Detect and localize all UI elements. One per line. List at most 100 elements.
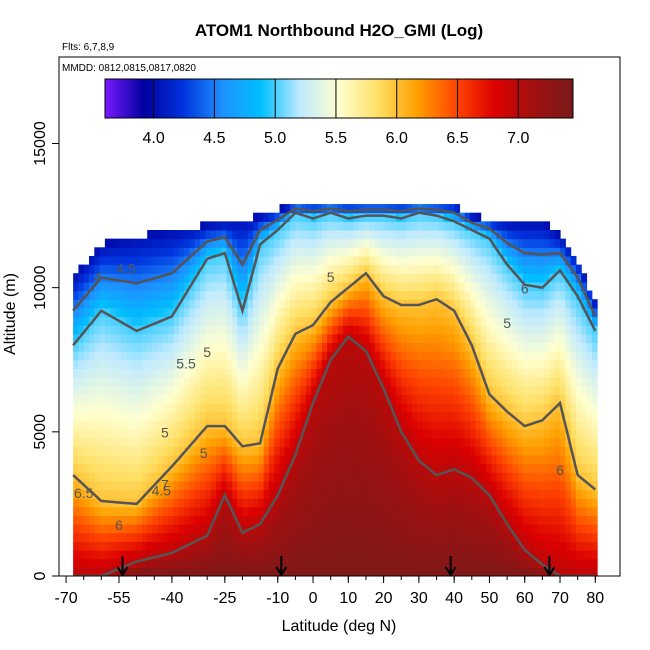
heatmap-cell	[157, 428, 164, 439]
heatmap-cell	[253, 446, 259, 456]
heatmap-cell	[110, 403, 117, 413]
heatmap-cell	[464, 394, 471, 404]
heatmap-cell	[517, 524, 524, 534]
heatmap-cell	[237, 333, 244, 344]
heatmap-cell	[522, 454, 529, 465]
heatmap-cell	[374, 247, 381, 257]
heatmap-cell	[253, 411, 259, 421]
heatmap-cell	[533, 489, 540, 499]
heatmap-cell	[343, 411, 349, 421]
heatmap-cell	[231, 368, 238, 378]
heatmap-cell	[189, 377, 196, 387]
heatmap-cell	[533, 342, 540, 352]
heatmap-cell	[88, 446, 95, 456]
heatmap-cell	[110, 506, 117, 517]
heatmap-cell	[194, 351, 201, 361]
heatmap-cell	[300, 498, 307, 508]
heatmap-cell	[210, 567, 217, 576]
heatmap-cell	[433, 394, 439, 404]
flight-marker-head	[543, 566, 556, 577]
heatmap-cell	[470, 307, 476, 318]
heatmap-cell	[141, 480, 148, 491]
heatmap-cell	[242, 558, 249, 568]
heatmap-cell	[73, 290, 80, 300]
heatmap-cell	[427, 290, 434, 300]
heatmap-cell	[184, 273, 191, 283]
heatmap-cell	[459, 385, 466, 395]
heatmap-cell	[194, 333, 201, 344]
heatmap-cell	[544, 368, 551, 378]
heatmap-cell	[290, 428, 296, 439]
heatmap-cell	[549, 515, 556, 525]
contour-line-5	[72, 211, 597, 347]
heatmap-cell	[78, 558, 85, 568]
heatmap-cell	[274, 472, 281, 482]
heatmap-cell	[147, 273, 154, 283]
heatmap-cell	[94, 385, 101, 395]
heatmap-cell	[507, 411, 513, 421]
heatmap-cell	[348, 273, 355, 283]
heatmap-cell	[475, 428, 482, 439]
heatmap-cell	[173, 333, 180, 344]
heatmap-cell	[290, 541, 296, 551]
heatmap-cell	[485, 394, 492, 404]
heatmap-cell	[115, 524, 122, 534]
heatmap-cell	[501, 368, 508, 378]
heatmap-cell	[358, 403, 365, 413]
heatmap-cell	[570, 498, 577, 508]
heatmap-cell	[226, 515, 233, 525]
heatmap-cell	[485, 541, 492, 551]
heatmap-cell	[554, 532, 561, 542]
heatmap-cell	[152, 307, 159, 318]
heatmap-cell	[522, 351, 529, 361]
heatmap-cell	[507, 515, 513, 525]
heatmap-cell	[390, 351, 397, 361]
heatmap-cell	[406, 489, 413, 499]
heatmap-cell	[300, 212, 307, 222]
heatmap-cell	[448, 377, 455, 387]
heatmap-cell	[427, 273, 434, 283]
heatmap-cell	[147, 385, 154, 395]
heatmap-cell	[332, 532, 339, 542]
heatmap-cell	[517, 472, 524, 482]
heatmap-cell	[501, 264, 508, 274]
heatmap-cell	[364, 498, 371, 508]
heatmap-cell	[544, 247, 551, 257]
heatmap-cell	[427, 325, 434, 335]
heatmap-cell	[337, 428, 344, 439]
heatmap-cell	[544, 550, 551, 560]
heatmap-cell	[395, 394, 402, 404]
heatmap-cell	[549, 247, 556, 257]
heatmap-cell	[268, 411, 275, 421]
heatmap-cell	[464, 342, 471, 352]
heatmap-cell	[274, 480, 281, 491]
heatmap-cell	[263, 351, 270, 361]
heatmap-cell	[464, 480, 471, 491]
heatmap-cell	[126, 307, 132, 318]
heatmap-cell	[581, 281, 588, 292]
heatmap-cell	[406, 247, 413, 257]
heatmap-cell	[401, 368, 408, 378]
heatmap-cell	[237, 264, 244, 274]
heatmap-cell	[194, 541, 201, 551]
heatmap-cell	[390, 238, 397, 248]
heatmap-cell	[459, 558, 466, 568]
heatmap-cell	[327, 567, 334, 576]
heatmap-cell	[358, 420, 365, 430]
heatmap-cell	[210, 221, 217, 231]
heatmap-cell	[194, 550, 201, 560]
heatmap-cell	[560, 290, 566, 300]
heatmap-cell	[385, 437, 392, 447]
heatmap-cell	[311, 316, 318, 326]
heatmap-cell	[464, 221, 471, 231]
heatmap-cell	[321, 506, 328, 517]
heatmap-cell	[565, 368, 572, 378]
heatmap-cell	[178, 506, 185, 517]
heatmap-cell	[147, 541, 154, 551]
heatmap-cell	[565, 480, 572, 491]
heatmap-cell	[178, 333, 185, 344]
heatmap-cell	[147, 290, 154, 300]
heatmap-cell	[242, 506, 249, 517]
heatmap-cell	[94, 290, 101, 300]
heatmap-cell	[475, 377, 482, 387]
